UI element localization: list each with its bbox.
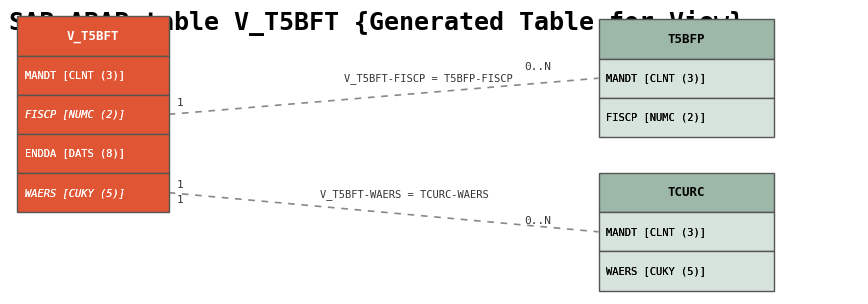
Text: V_T5BFT-FISCP = T5BFP-FISCP: V_T5BFT-FISCP = T5BFP-FISCP — [344, 73, 512, 84]
Text: FISCP [NUMC (2)]: FISCP [NUMC (2)] — [25, 109, 125, 119]
Text: 1: 1 — [176, 180, 183, 190]
Text: MANDT [CLNT (3)]: MANDT [CLNT (3)] — [607, 73, 707, 83]
Text: SAP ABAP table V_T5BFT {Generated Table for View}: SAP ABAP table V_T5BFT {Generated Table … — [10, 10, 745, 36]
Text: WAERS [CUKY (5)]: WAERS [CUKY (5)] — [25, 188, 125, 198]
FancyBboxPatch shape — [599, 212, 773, 251]
FancyBboxPatch shape — [599, 173, 773, 212]
Text: 1: 1 — [176, 98, 183, 108]
Text: FISCP [NUMC (2)]: FISCP [NUMC (2)] — [25, 109, 125, 119]
FancyBboxPatch shape — [17, 95, 168, 134]
Text: 0..N: 0..N — [523, 62, 551, 72]
FancyBboxPatch shape — [17, 16, 168, 56]
Text: 1: 1 — [176, 195, 183, 205]
FancyBboxPatch shape — [599, 98, 773, 137]
FancyBboxPatch shape — [17, 56, 168, 95]
FancyBboxPatch shape — [599, 59, 773, 98]
Text: V_T5BFT-WAERS = TCURC-WAERS: V_T5BFT-WAERS = TCURC-WAERS — [320, 189, 489, 200]
FancyBboxPatch shape — [17, 173, 168, 212]
FancyBboxPatch shape — [599, 251, 773, 291]
Text: V_T5BFT: V_T5BFT — [67, 29, 119, 43]
Text: MANDT [CLNT (3)]: MANDT [CLNT (3)] — [25, 70, 125, 80]
Text: T5BFP: T5BFP — [667, 33, 705, 46]
Text: WAERS [CUKY (5)]: WAERS [CUKY (5)] — [607, 266, 707, 276]
FancyBboxPatch shape — [599, 19, 773, 59]
Text: ENDDA [DATS (8)]: ENDDA [DATS (8)] — [25, 149, 125, 158]
Text: WAERS [CUKY (5)]: WAERS [CUKY (5)] — [25, 188, 125, 198]
Text: FISCP [NUMC (2)]: FISCP [NUMC (2)] — [607, 112, 707, 122]
Text: ENDDA [DATS (8)]: ENDDA [DATS (8)] — [25, 149, 125, 158]
Text: 0..N: 0..N — [523, 216, 551, 226]
Text: WAERS [CUKY (5)]: WAERS [CUKY (5)] — [607, 266, 707, 276]
Text: TCURC: TCURC — [667, 186, 705, 199]
Text: MANDT [CLNT (3)]: MANDT [CLNT (3)] — [25, 70, 125, 80]
FancyBboxPatch shape — [17, 134, 168, 173]
Text: MANDT [CLNT (3)]: MANDT [CLNT (3)] — [607, 73, 707, 83]
Text: MANDT [CLNT (3)]: MANDT [CLNT (3)] — [607, 227, 707, 237]
Text: MANDT [CLNT (3)]: MANDT [CLNT (3)] — [607, 227, 707, 237]
Text: FISCP [NUMC (2)]: FISCP [NUMC (2)] — [607, 112, 707, 122]
